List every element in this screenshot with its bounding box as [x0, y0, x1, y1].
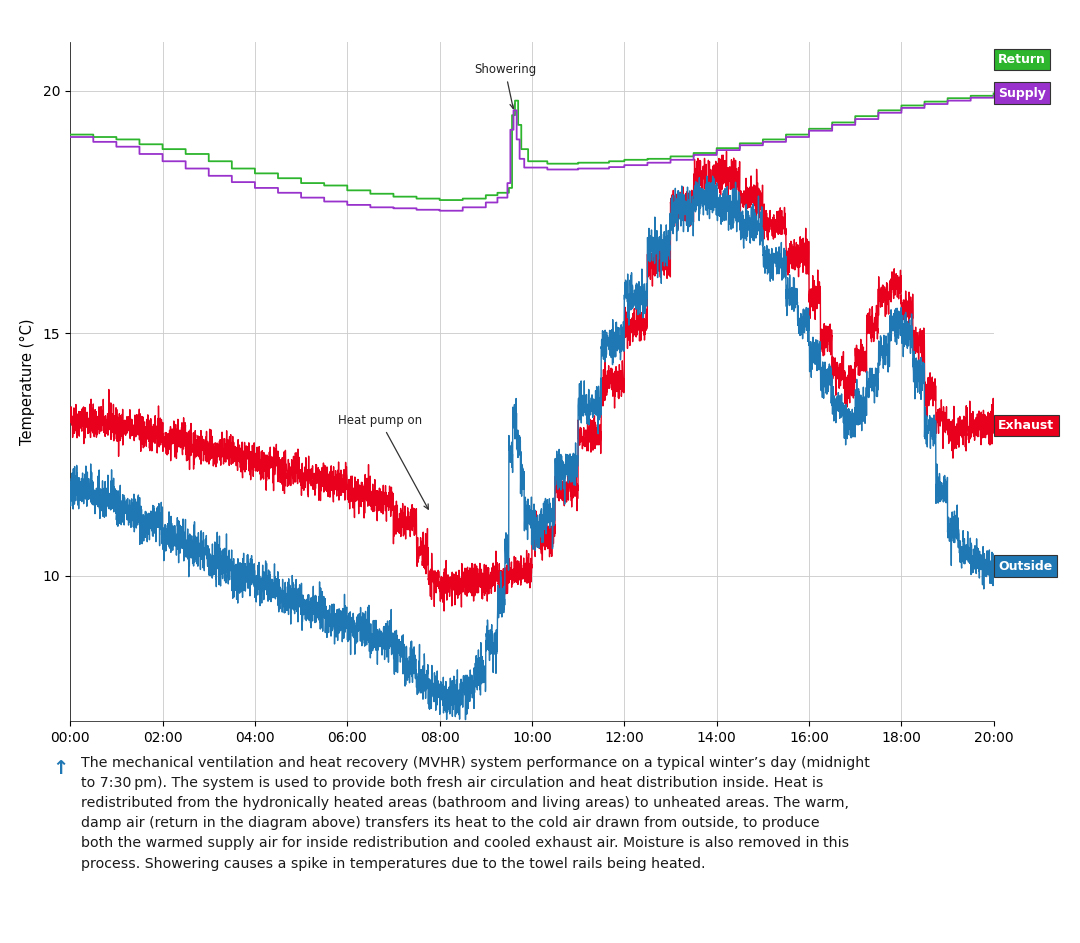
Text: Heat pump on: Heat pump on	[338, 414, 429, 509]
Text: Showering: Showering	[474, 63, 536, 108]
Y-axis label: Temperature (°C): Temperature (°C)	[19, 319, 35, 445]
Text: Return: Return	[998, 53, 1047, 66]
Text: ↑: ↑	[52, 759, 68, 778]
Text: Outside: Outside	[998, 560, 1053, 572]
Text: The mechanical ventilation and heat recovery (MVHR) system performance on a typi: The mechanical ventilation and heat reco…	[81, 756, 869, 870]
Text: Supply: Supply	[998, 87, 1047, 100]
Text: Exhaust: Exhaust	[998, 419, 1054, 432]
